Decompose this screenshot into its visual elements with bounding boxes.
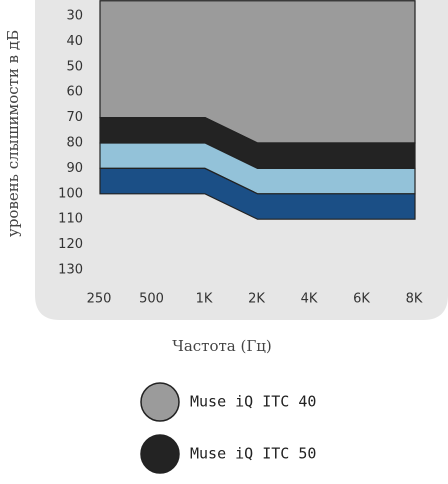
y-axis-label: уровень слышимости в дБ <box>4 30 22 237</box>
x-tick-label: 1K <box>196 292 213 307</box>
legend-label: Muse iQ ITC 50 <box>190 445 316 463</box>
x-tick-label: 8K <box>406 292 423 307</box>
legend-label: Muse iQ ITC 40 <box>190 393 316 411</box>
band <box>99 167 416 220</box>
x-tick-label: 6K <box>353 292 370 307</box>
x-axis-label: Частота (Гц) <box>172 337 272 355</box>
y-tick-label: 80 <box>66 136 83 151</box>
y-tick-label: 130 <box>58 263 83 278</box>
y-tick-label: 60 <box>66 85 83 100</box>
y-tick-label: 70 <box>66 110 83 125</box>
y-tick-label: 100 <box>58 186 83 201</box>
y-tick-label: 90 <box>66 161 83 176</box>
y-tick-label: 110 <box>58 212 83 227</box>
legend-swatch <box>140 434 180 474</box>
y-tick-label: 40 <box>66 34 83 49</box>
x-tick-label: 500 <box>139 292 164 307</box>
x-tick-label: 4K <box>301 292 318 307</box>
y-tick-label: 50 <box>66 59 83 74</box>
x-tick-label: 2K <box>248 292 265 307</box>
y-tick-label: 120 <box>58 237 83 252</box>
y-tick-label: 30 <box>66 9 83 24</box>
x-tick-label: 250 <box>87 292 112 307</box>
legend-swatch <box>140 382 180 422</box>
